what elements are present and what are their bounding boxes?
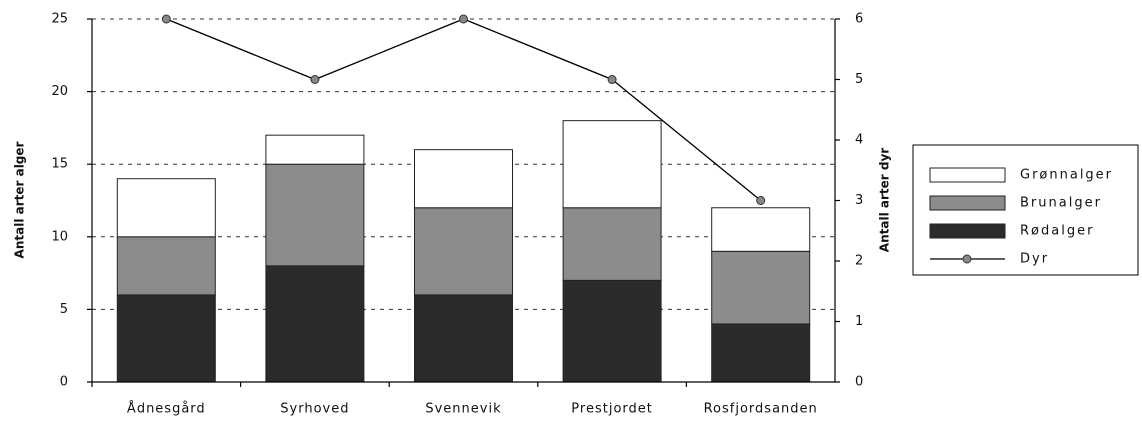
y-tick-label: 20 [51, 84, 68, 99]
bar-segment [116, 294, 216, 383]
bar-segment [414, 149, 513, 209]
bar-segment [265, 163, 365, 267]
line-marker [161, 14, 171, 24]
legend-label: Rødalger [1020, 224, 1094, 239]
bar-segment [711, 207, 811, 252]
y2-axis-label: Antall arter dyr [878, 148, 892, 252]
y2-tick-label: 4 [855, 133, 863, 148]
legend-label: Brunalger [1020, 196, 1102, 211]
legend-swatch [929, 195, 1006, 211]
bar-segment [116, 236, 216, 296]
bar-segment [265, 265, 365, 383]
y-axis-label: Antall arter alger [13, 141, 27, 258]
bar-segment [414, 207, 513, 296]
y2-tick-label: 3 [855, 193, 863, 208]
x-tick-label: Prestjordet [571, 402, 653, 417]
legend-swatch [929, 223, 1006, 239]
y2-tick-label: 2 [855, 254, 863, 269]
y2-tick-label: 1 [855, 314, 863, 329]
bar-segment [562, 207, 662, 281]
legend-label: Dyr [1020, 252, 1049, 267]
x-tick-label: Svennevik [425, 402, 501, 417]
line-marker [310, 75, 320, 84]
bar-segment [711, 250, 811, 325]
bar-segment [265, 134, 365, 165]
y-tick-label: 25 [51, 12, 68, 27]
y-tick-label: 10 [51, 229, 68, 244]
legend-label: Grønnalger [1020, 168, 1113, 183]
bar-segment [116, 178, 216, 238]
line-marker [756, 196, 766, 205]
bar-segment [562, 120, 662, 209]
x-tick-label: Rosfjordsanden [704, 402, 818, 417]
x-tick-label: Ådnesgård [127, 401, 206, 417]
y-tick-label: 0 [60, 375, 68, 390]
y-tick-label: 15 [51, 157, 68, 172]
legend-marker [962, 254, 972, 264]
line-marker [459, 14, 468, 24]
bar-segment [711, 323, 811, 383]
y2-tick-label: 0 [855, 375, 863, 390]
line-marker [607, 75, 617, 84]
y2-tick-label: 5 [855, 72, 863, 87]
y-tick-label: 5 [60, 302, 68, 317]
legend-swatch [929, 167, 1006, 183]
bar-segment [562, 279, 662, 383]
y2-tick-label: 6 [855, 12, 863, 27]
x-tick-label: Syrhoved [280, 402, 349, 417]
bar-segment [414, 294, 513, 383]
